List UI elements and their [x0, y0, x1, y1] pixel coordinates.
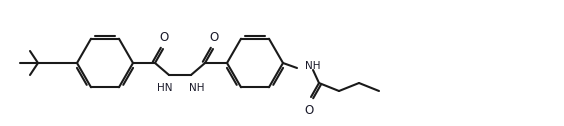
- Text: O: O: [209, 31, 219, 44]
- Text: NH: NH: [305, 61, 320, 71]
- Text: O: O: [305, 104, 314, 117]
- Text: NH: NH: [190, 83, 205, 93]
- Text: HN: HN: [157, 83, 173, 93]
- Text: O: O: [160, 31, 169, 44]
